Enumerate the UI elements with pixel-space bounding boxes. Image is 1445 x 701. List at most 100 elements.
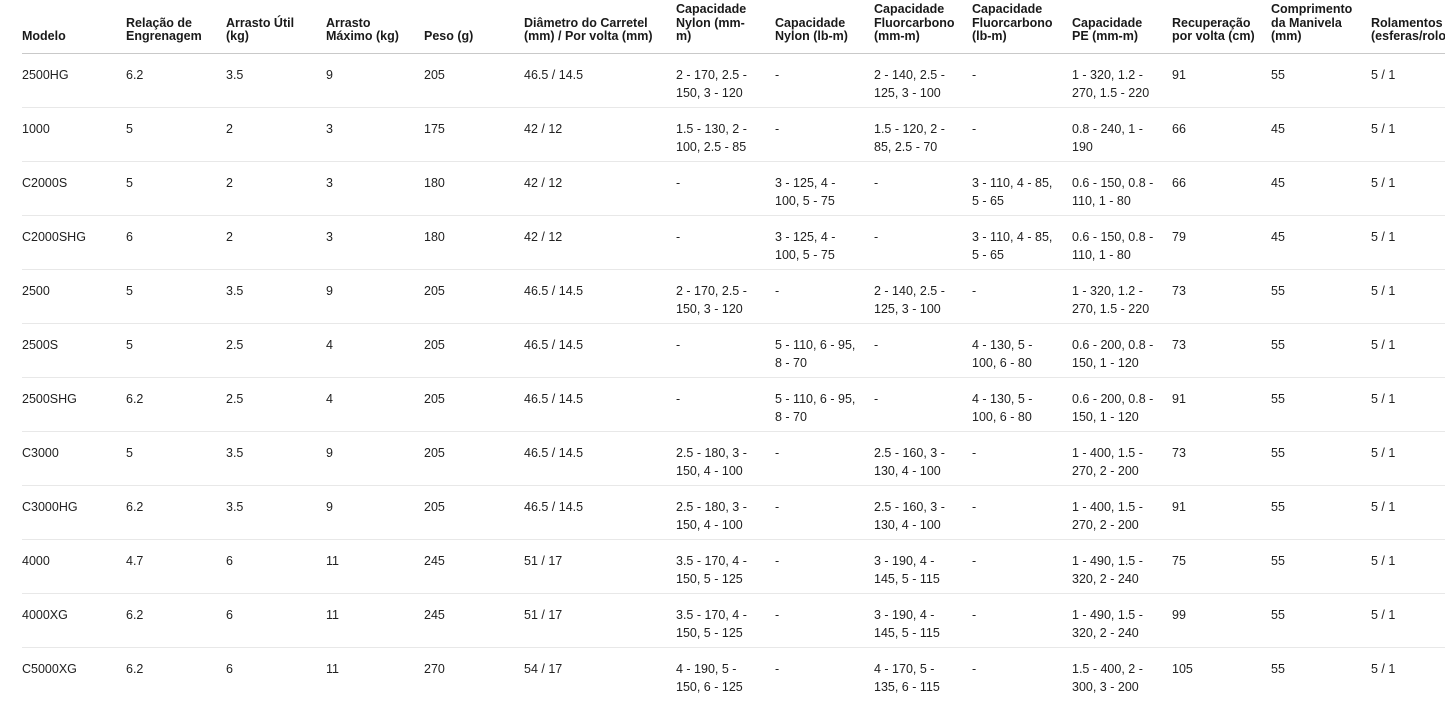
spec-cell: 46.5 / 14.5 <box>524 376 676 431</box>
specs-table: Modelo Relação de Engrenagem Arrasto Útil … <box>22 0 1445 701</box>
spec-cell: 245 <box>424 592 524 647</box>
spec-cell: - <box>972 268 1072 323</box>
spec-cell: - <box>775 106 874 161</box>
model-cell: 2500SHG <box>22 376 126 431</box>
spec-cell: 270 <box>424 646 524 701</box>
column-header: Capacidade Fluorcarbono (mm-m) <box>874 0 972 54</box>
spec-cell: 55 <box>1271 67 1285 82</box>
spec-cell: 245 <box>424 538 524 593</box>
spec-cell: 4 - 130, 5 - 100, 6 - 80 <box>972 376 1072 431</box>
spec-cell: - <box>972 106 1072 161</box>
model-cell: C3000 <box>22 430 126 485</box>
spec-cell: 180 <box>424 160 524 215</box>
spec-cell: 73 <box>1172 268 1271 323</box>
spec-cell: 2.5 <box>226 322 326 377</box>
spec-cell: 3 - 190, 4 - 145, 5 - 115 <box>874 538 972 593</box>
model-cell: 4000 <box>22 538 126 593</box>
spec-cell: 5 <box>126 268 226 323</box>
spec-cell: 5 / 1 <box>1371 592 1445 647</box>
spec-cell: 0.6 - 150, 0.8 - 110, 1 - 80 <box>1072 214 1172 269</box>
spec-cell: 3.5 - 170, 4 - 150, 5 - 125 <box>676 592 775 647</box>
spec-cell: 9 <box>326 430 424 485</box>
spec-cell: - <box>874 322 972 377</box>
spec-cell: 9 <box>326 67 333 82</box>
spec-cell: 5 / 1 <box>1371 322 1445 377</box>
spec-cell: 2 - 170, 2.5 - 150, 3 - 120 <box>676 67 747 100</box>
spec-cell: 2.5 - 180, 3 - 150, 4 - 100 <box>676 430 775 485</box>
column-header: Peso (g) <box>424 0 524 54</box>
header-row: Modelo Relação de Engrenagem Arrasto Útil … <box>22 0 1445 54</box>
table-row: C2000SHG 6 2 3 180 42 / 12-3 - 125, 4 - 100, … <box>22 214 1445 269</box>
table-row: 4000XG 6.2 6 11 245 51 / 17 3.5 - 170, 4 - 150… <box>22 592 1445 647</box>
spec-cell: - <box>676 160 775 215</box>
spec-cell: - <box>972 592 1072 647</box>
spec-cell: 0.6 - 200, 0.8 - 150, 1 - 120 <box>1072 376 1172 431</box>
table-row: 4000 4.7 6 11 245 51 / 17 3.5 - 170, 4 - 150, … <box>22 538 1445 593</box>
spec-cell: 4 - 190, 5 - 150, 6 - 125 <box>676 646 775 701</box>
spec-cell: 46.5 / 14.5 <box>524 67 584 82</box>
spec-cell: 6 <box>226 646 326 701</box>
spec-cell: 205 <box>424 376 524 431</box>
spec-cell: 3.5 <box>226 430 326 485</box>
spec-cell: - <box>874 160 972 215</box>
column-header: Capacidade Nylon (lb-m) <box>775 0 874 54</box>
spec-cell: 3 - 110, 4 - 85, 5 - 65 <box>972 160 1072 215</box>
spec-cell: 5 - 110, 6 - 95, 8 - 70 <box>775 376 874 431</box>
spec-cell: 9 <box>326 484 424 539</box>
specs-table-body: 2500HG 6.2 3.5 9 205 46.5 / 14.5 2 - 170, 2.5 … <box>22 53 1445 701</box>
spec-cell: 46.5 / 14.5 <box>524 322 676 377</box>
spec-cell: 4 <box>326 376 424 431</box>
spec-cell: 2.5 - 160, 3 - 130, 4 - 100 <box>874 430 972 485</box>
spec-cell: - <box>676 376 775 431</box>
spec-cell: 11 <box>326 538 424 593</box>
model-cell: C2000S <box>22 160 126 215</box>
spec-cell: 5 / 1 <box>1371 268 1445 323</box>
spec-cell: 6 <box>226 538 326 593</box>
table-row: 2500HG 6.2 3.5 9 205 46.5 / 14.5 2 - 170, 2.5 … <box>22 53 1445 107</box>
spec-cell: 5 / 1 <box>1371 67 1396 82</box>
spec-cell: 55 <box>1271 538 1371 593</box>
spec-cell: 2 - 140, 2.5 - 125, 3 - 100 <box>874 67 945 100</box>
spec-cell: 5 <box>126 322 226 377</box>
spec-cell: 6.2 <box>126 646 226 701</box>
spec-cell: 55 <box>1271 646 1371 701</box>
spec-cell: 2 <box>226 214 326 269</box>
spec-cell: 55 <box>1271 376 1371 431</box>
spec-cell: 42 / 12 <box>524 214 676 269</box>
table-row: C5000XG 6.2 6 11 270 54 / 17 4 - 190, 5 - 150,… <box>22 646 1445 701</box>
spec-cell: - <box>775 268 874 323</box>
spec-cell: 0.8 - 240, 1 - 190 <box>1072 106 1172 161</box>
spec-cell: 6.2 <box>126 484 226 539</box>
spec-cell: 3 <box>326 106 424 161</box>
spec-cell: 55 <box>1271 592 1371 647</box>
spec-cell: - <box>874 214 972 269</box>
spec-cell: 2.5 - 180, 3 - 150, 4 - 100 <box>676 484 775 539</box>
spec-cell: 1 - 400, 1.5 - 270, 2 - 200 <box>1072 430 1172 485</box>
spec-cell: 5 / 1 <box>1371 646 1445 701</box>
column-header: Rolamentos (esferas/rolos) <box>1371 0 1445 54</box>
spec-cell: - <box>775 430 874 485</box>
reel-specs-section: Modelo Relação de Engrenagem Arrasto Útil … <box>22 0 1445 701</box>
spec-cell: 5 <box>126 106 226 161</box>
spec-cell: - <box>775 67 780 82</box>
spec-cell: 105 <box>1172 646 1271 701</box>
spec-cell: 46.5 / 14.5 <box>524 484 676 539</box>
spec-cell: 5 / 1 <box>1371 430 1445 485</box>
spec-cell: 180 <box>424 214 524 269</box>
column-header: Arrasto Máximo (kg) <box>326 0 424 54</box>
spec-cell: 6.2 <box>126 592 226 647</box>
spec-cell: 6.2 <box>126 376 226 431</box>
spec-cell: 3 - 125, 4 - 100, 5 - 75 <box>775 160 874 215</box>
spec-cell: 42 / 12 <box>524 160 676 215</box>
table-row: 2500 5 3.5 9 205 46.5 / 14.5 2 - 170, 2.5 - 15… <box>22 268 1445 323</box>
spec-cell: 205 <box>424 484 524 539</box>
spec-cell: 0.6 - 200, 0.8 - 150, 1 - 120 <box>1072 322 1172 377</box>
spec-cell: 51 / 17 <box>524 592 676 647</box>
column-header: Relação de Engrenagem <box>126 0 226 54</box>
table-row: C3000 5 3.5 9 205 46.5 / 14.5 2.5 - 180, 3 - 1… <box>22 430 1445 485</box>
spec-cell: 9 <box>326 268 424 323</box>
spec-cell: 45 <box>1271 214 1371 269</box>
spec-cell: 205 <box>424 430 524 485</box>
spec-cell: 2 <box>226 106 326 161</box>
model-cell: 2500HG <box>22 67 69 82</box>
